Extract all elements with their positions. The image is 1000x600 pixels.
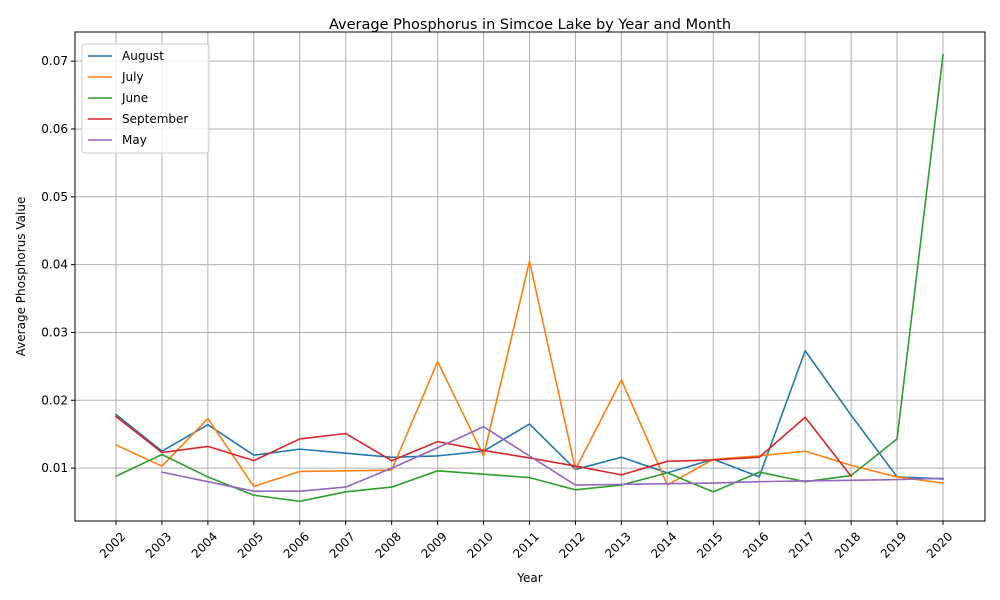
series-lines (114, 54, 944, 503)
x-axis-label: Year (516, 571, 542, 585)
y-tick-label: 0.05 (41, 190, 68, 204)
series-line-august (114, 349, 944, 480)
series-line-september (114, 415, 853, 478)
series-line-may (160, 425, 944, 492)
y-tick-label: 0.01 (41, 461, 68, 475)
y-tick-label: 0.07 (41, 54, 68, 68)
series-line-july (114, 260, 944, 488)
y-tick-label: 0.03 (41, 325, 68, 339)
chart-title: Average Phosphorus in Simcoe Lake by Yea… (329, 17, 731, 33)
y-axis-label: Average Phosphorus Value (14, 197, 28, 357)
y-tick-label: 0.04 (41, 258, 68, 272)
legend-label-september: September (122, 112, 188, 126)
legend-label-may: May (122, 133, 147, 147)
legend-box (81, 43, 210, 154)
y-tick-label: 0.06 (41, 122, 68, 136)
y-axis: 0.01 0.02 0.03 0.04 0.05 0.06 0.07 (41, 54, 75, 475)
legend-label-july: July (121, 70, 144, 84)
legend-label-june: June (121, 91, 148, 105)
legend-label-august: August (122, 49, 164, 63)
legend: August July June September May (81, 43, 210, 154)
y-tick-label: 0.02 (41, 393, 68, 407)
